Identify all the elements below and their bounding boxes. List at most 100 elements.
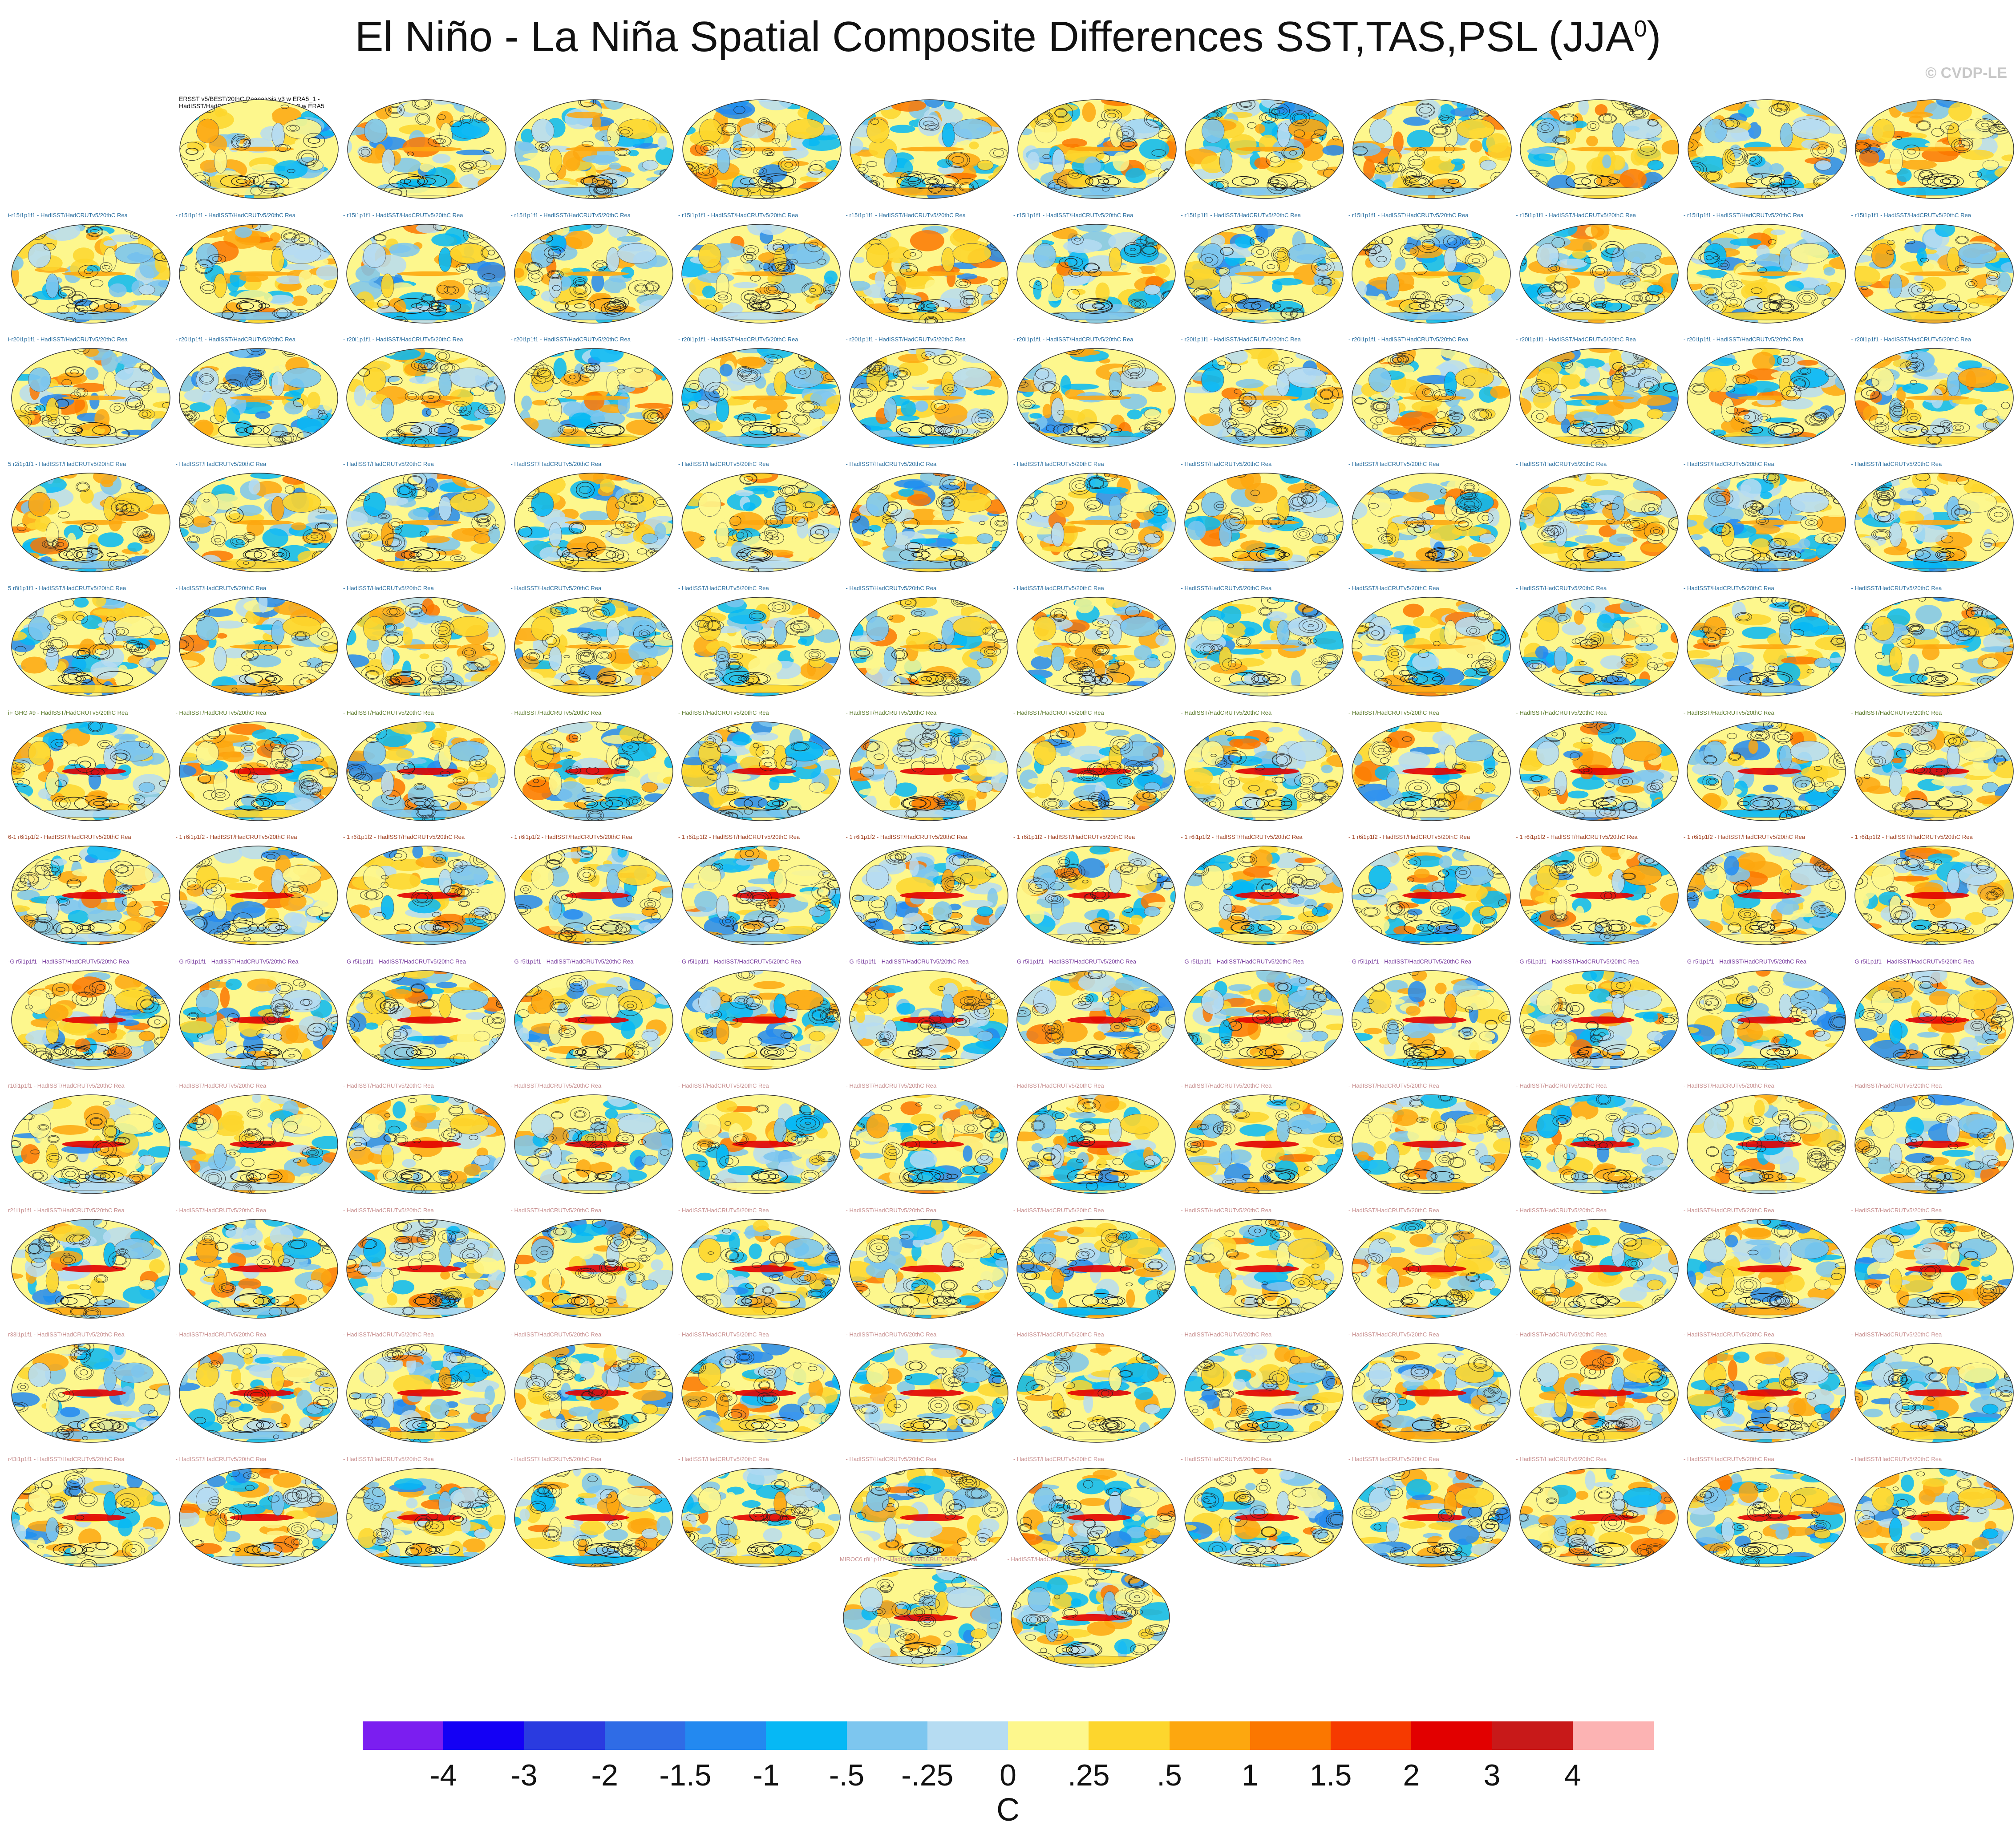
- anomaly-blob: [969, 142, 979, 150]
- anomaly-blob: [89, 393, 100, 410]
- psl-contour: [926, 178, 938, 184]
- landmass: [214, 149, 227, 174]
- psl-contour: [795, 481, 808, 489]
- psl-contour: [934, 403, 946, 410]
- psl-contour: [138, 410, 152, 418]
- anomaly-blob: [425, 402, 445, 409]
- psl-contour: [1017, 426, 1041, 447]
- psl-contour: [1294, 429, 1309, 438]
- psl-contour: [1943, 300, 1967, 311]
- psl-contour: [243, 532, 255, 542]
- map-border: [514, 348, 673, 448]
- psl-contour: [798, 401, 818, 413]
- psl-contour: [1272, 299, 1303, 312]
- psl-contour: [239, 300, 263, 311]
- psl-contour: [1612, 362, 1625, 371]
- psl-contour: [109, 403, 125, 413]
- psl-contour: [1988, 105, 1996, 109]
- anomaly-blob: [1151, 100, 1171, 111]
- psl-contour: [628, 279, 654, 296]
- landmass: [195, 243, 219, 268]
- psl-contour: [571, 523, 584, 533]
- psl-contour: [418, 177, 436, 185]
- psl-contour: [1874, 315, 1892, 323]
- psl-contour: [1895, 136, 1902, 140]
- psl-contour: [1908, 282, 1934, 299]
- anomaly-blob: [1151, 313, 1164, 323]
- psl-contour: [1884, 191, 1895, 198]
- landmass: [1287, 367, 1327, 388]
- psl-contour: [1628, 270, 1635, 276]
- psl-contour: [971, 410, 994, 429]
- psl-contour: [235, 138, 247, 147]
- anomaly-blob: [435, 279, 466, 300]
- psl-contour: [1035, 281, 1042, 286]
- psl-contour: [447, 286, 456, 293]
- anomaly-blob: [1710, 429, 1727, 437]
- anomaly-blob: [347, 188, 361, 194]
- psl-contour: [1271, 247, 1290, 263]
- anomaly-blob: [1602, 154, 1611, 169]
- landmass: [866, 243, 889, 268]
- anomaly-blob: [1139, 139, 1169, 160]
- psl-contour: [1244, 261, 1255, 266]
- psl-contour: [545, 398, 560, 406]
- psl-contour: [317, 303, 328, 310]
- anomaly-blob: [154, 427, 170, 441]
- anomaly-blob: [566, 536, 606, 558]
- anomaly-blob: [231, 348, 251, 358]
- anomaly-blob: [1399, 411, 1437, 431]
- psl-contour: [1422, 239, 1435, 250]
- psl-contour: [179, 548, 188, 562]
- psl-contour: [1242, 396, 1252, 404]
- psl-contour: [348, 186, 359, 192]
- psl-contour: [79, 522, 99, 533]
- anomaly-blob: [743, 485, 783, 491]
- psl-contour: [1610, 374, 1625, 383]
- psl-contour: [592, 259, 607, 271]
- anomaly-blob: [653, 169, 673, 176]
- psl-contour: [1608, 178, 1620, 184]
- anomaly-blob: [1894, 224, 1908, 231]
- anomaly-blob: [477, 262, 505, 283]
- psl-contour: [289, 125, 297, 131]
- psl-contour: [920, 547, 957, 563]
- map-border: [1687, 348, 1846, 448]
- psl-contour: [583, 174, 613, 188]
- psl-contour: [1469, 113, 1478, 120]
- psl-contour: [1446, 410, 1456, 416]
- anomaly-blob: [1659, 256, 1678, 265]
- psl-contour: [858, 166, 866, 172]
- psl-contour: [406, 151, 414, 157]
- anomaly-blob: [1966, 297, 1985, 304]
- anomaly-blob: [1688, 123, 1701, 144]
- psl-contour: [198, 373, 214, 385]
- psl-contour: [433, 138, 446, 145]
- psl-contour: [883, 502, 902, 516]
- anomaly-blob: [1996, 271, 2011, 292]
- psl-contour: [593, 185, 611, 195]
- anomaly-blob: [94, 409, 110, 429]
- map-border: [681, 223, 841, 324]
- psl-contour: [1293, 130, 1305, 138]
- psl-contour: [481, 309, 488, 314]
- panel-title: - r20i1p1f1 - HadISST/HadCRUTv5/20thC Re…: [1013, 336, 1133, 343]
- psl-contour: [1086, 433, 1106, 443]
- psl-contour: [1810, 141, 1834, 160]
- psl-contour: [912, 551, 931, 559]
- anomaly-blob: [317, 426, 338, 445]
- psl-contour: [1158, 130, 1170, 139]
- psl-contour: [1104, 109, 1119, 121]
- anomaly-blob: [1127, 409, 1142, 420]
- psl-contour: [1486, 433, 1498, 441]
- psl-contour: [749, 294, 769, 310]
- psl-contour: [1531, 178, 1539, 185]
- psl-contour: [1413, 291, 1429, 302]
- anomaly-blob: [1093, 550, 1125, 556]
- anomaly-blob: [155, 361, 170, 375]
- anomaly-blob: [1143, 184, 1160, 198]
- psl-contour: [12, 317, 19, 322]
- psl-contour: [1654, 255, 1660, 260]
- anomaly-blob: [607, 224, 629, 239]
- psl-contour: [1595, 268, 1605, 275]
